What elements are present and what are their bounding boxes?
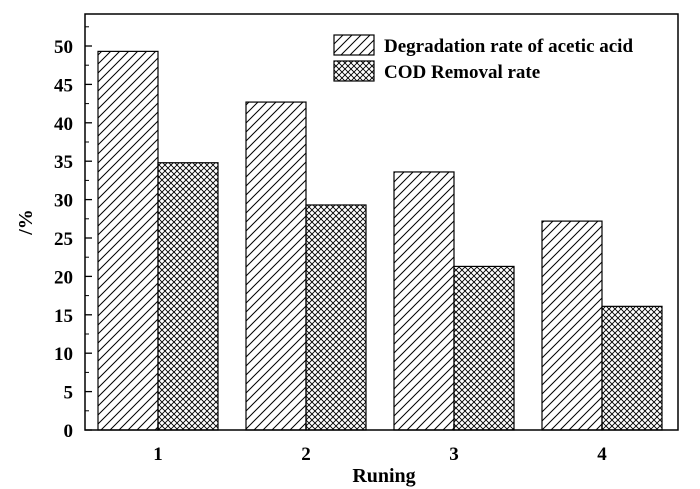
bars-layer	[97, 50, 663, 431]
y-axis-title: /%	[15, 209, 37, 236]
y-tick-label: 30	[54, 191, 73, 212]
bar-cod-run-1	[157, 162, 219, 431]
y-tick-label: 20	[54, 267, 73, 288]
legend-swatch-cod	[333, 60, 375, 82]
legend-label-cod: COD Removal rate	[384, 62, 540, 83]
y-tick-label: 45	[54, 75, 73, 96]
bar-cod-run-4	[601, 305, 663, 431]
legend-swatch-degradation	[333, 34, 375, 56]
legend-label-degradation: Degradation rate of acetic acid	[384, 36, 633, 57]
legend: Degradation rate of acetic acid COD Remo…	[333, 34, 633, 83]
x-ticks-layer: 1 2 3 4	[153, 424, 607, 465]
y-tick-label: 35	[54, 152, 73, 173]
y-tick-label: 5	[64, 383, 74, 404]
x-axis-title: Runing	[352, 465, 415, 487]
y-tick-label: 50	[54, 37, 73, 58]
y-tick-label: 10	[54, 344, 73, 365]
x-tick-label: 3	[449, 444, 459, 465]
x-tick-label: 2	[301, 444, 311, 465]
y-tick-label: 25	[54, 229, 73, 250]
y-ticks-layer: 0 5 10 15 20 25 30 35 40 45 50	[54, 26, 92, 442]
bar-cod-run-3	[453, 265, 515, 431]
x-tick-label: 1	[153, 444, 163, 465]
bar-degradation-run-4	[541, 220, 603, 431]
y-tick-label: 0	[64, 421, 74, 442]
x-tick-label: 4	[597, 444, 607, 465]
bar-degradation-run-2	[245, 101, 307, 431]
bar-cod-run-2	[305, 204, 367, 431]
bar-degradation-run-3	[393, 171, 455, 431]
plot-frame	[84, 13, 679, 431]
bar-degradation-run-1	[97, 50, 159, 431]
y-tick-label: 40	[54, 114, 73, 135]
y-tick-label: 15	[54, 306, 73, 327]
